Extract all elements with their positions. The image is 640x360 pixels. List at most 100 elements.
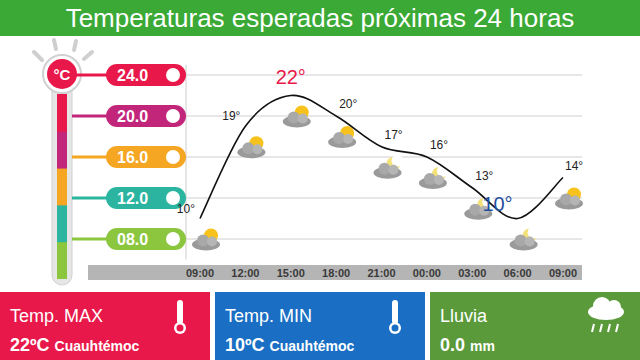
weather-icon [374,155,404,179]
panel-detail: Cuauhtémoc [270,338,355,354]
weather-icon [283,106,311,128]
ray [84,52,92,59]
panel-detail: mm [470,338,495,354]
panel-bg [430,292,640,360]
panel-value: 0.0 mm [440,335,495,355]
tick-mark [72,197,110,200]
weather-icon [510,227,540,251]
tick-dot [166,109,180,123]
icon-cloud [607,300,621,314]
tick-label: 24.0 [117,67,148,84]
panel-value-main: 0.0 [440,335,465,355]
data-label: 10° [177,202,195,216]
ray [54,40,56,49]
data-label: 16° [430,138,448,152]
cloud [252,144,262,154]
panel-label: Temp. MIN [225,306,312,326]
cloud [525,237,535,247]
x-tick-label: 00:00 [413,267,441,279]
ray [74,41,76,50]
summary-panel: Temp. MIN 10ºC Cuauhtémoc [215,292,425,360]
grid-line [186,198,582,199]
tick-mark [72,74,110,77]
x-tick-label: 09:00 [186,267,214,279]
tick-tag [106,187,186,209]
grid-line [186,116,582,117]
tick-tag [106,228,186,250]
data-label: 19° [222,109,240,123]
grid-line [186,75,582,76]
title-bar [0,0,640,36]
icon-thermo-fill [392,325,399,332]
thermometer: °C [34,40,92,285]
icon-rain [600,324,602,332]
panel-label: Temp. MAX [10,306,103,326]
panel-bg [215,292,425,360]
tube-segment [57,241,67,279]
panel-bg [0,292,210,360]
data-label: 13° [475,169,493,183]
data-label: 14° [565,159,583,173]
panel-detail: Cuauhtémoc [55,338,140,354]
tube [52,70,72,285]
panel-value-main: 10ºC [225,335,265,355]
ray [34,52,42,60]
icon-rain [616,324,618,332]
tick-dot [166,150,180,164]
summary-panel: Lluvia 0.0 mm [430,292,640,360]
x-tick-label: 03:00 [458,267,486,279]
x-tick-label: 18:00 [322,267,350,279]
panel-value: 10ºC Cuauhtémoc [225,335,355,355]
title: Temperaturas esperadas próximas 24 horas [66,3,575,33]
tick-tag [106,146,186,168]
tick-dot [166,68,180,82]
icon-thermo-tube [392,300,398,324]
axis-unit: °C [54,66,71,83]
summary-panel: Temp. MAX 22ºC Cuauhtémoc [0,292,210,360]
x-tick-label: 21:00 [367,267,395,279]
tick-tag [106,105,186,127]
tube-segment [57,94,67,132]
panel-label: Lluvia [440,306,488,326]
cloud [343,134,353,144]
tube-segment [57,204,67,242]
weather-icon [237,136,265,158]
weather-icon [419,165,449,189]
x-tick-label: 12:00 [231,267,259,279]
root: Temperaturas esperadas próximas 24 horas… [0,0,640,360]
cloud [389,165,399,175]
tick-mark [72,238,110,241]
weather-icon [328,126,356,148]
weather-icon [192,229,220,251]
cloud [434,175,444,185]
x-tick-label: 09:00 [549,267,577,279]
cloud [298,114,308,124]
weather-icon [555,188,583,210]
tick-mark [72,156,110,159]
data-label: 22° [276,66,306,88]
tick-tag [106,64,186,86]
icon-thermo-tube [177,300,183,324]
x-tick-label: 06:00 [504,267,532,279]
chart: Temperaturas esperadas próximas 24 horas… [0,0,640,360]
tick-label: 16.0 [117,149,148,166]
tick-dot [166,232,180,246]
line-group [200,95,563,218]
cloud [570,196,580,206]
data-label: 20° [339,97,357,111]
cloud [207,237,217,247]
tick-mark [72,115,110,118]
icon-thermo-bulb [174,322,186,334]
tick-label: 20.0 [117,108,148,125]
x-axis-bar [88,265,582,280]
icon-rain [608,324,610,332]
icon-thermo-fill [177,325,184,332]
data-label: 10° [482,193,512,215]
tick-label: 08.0 [117,231,148,248]
x-tick-label: 15:00 [277,267,305,279]
panel-value-main: 22ºC [10,335,50,355]
data-label: 17° [385,128,403,142]
tube-segment [57,168,67,206]
y-axis-line [186,65,187,260]
temperature-line [200,95,563,218]
